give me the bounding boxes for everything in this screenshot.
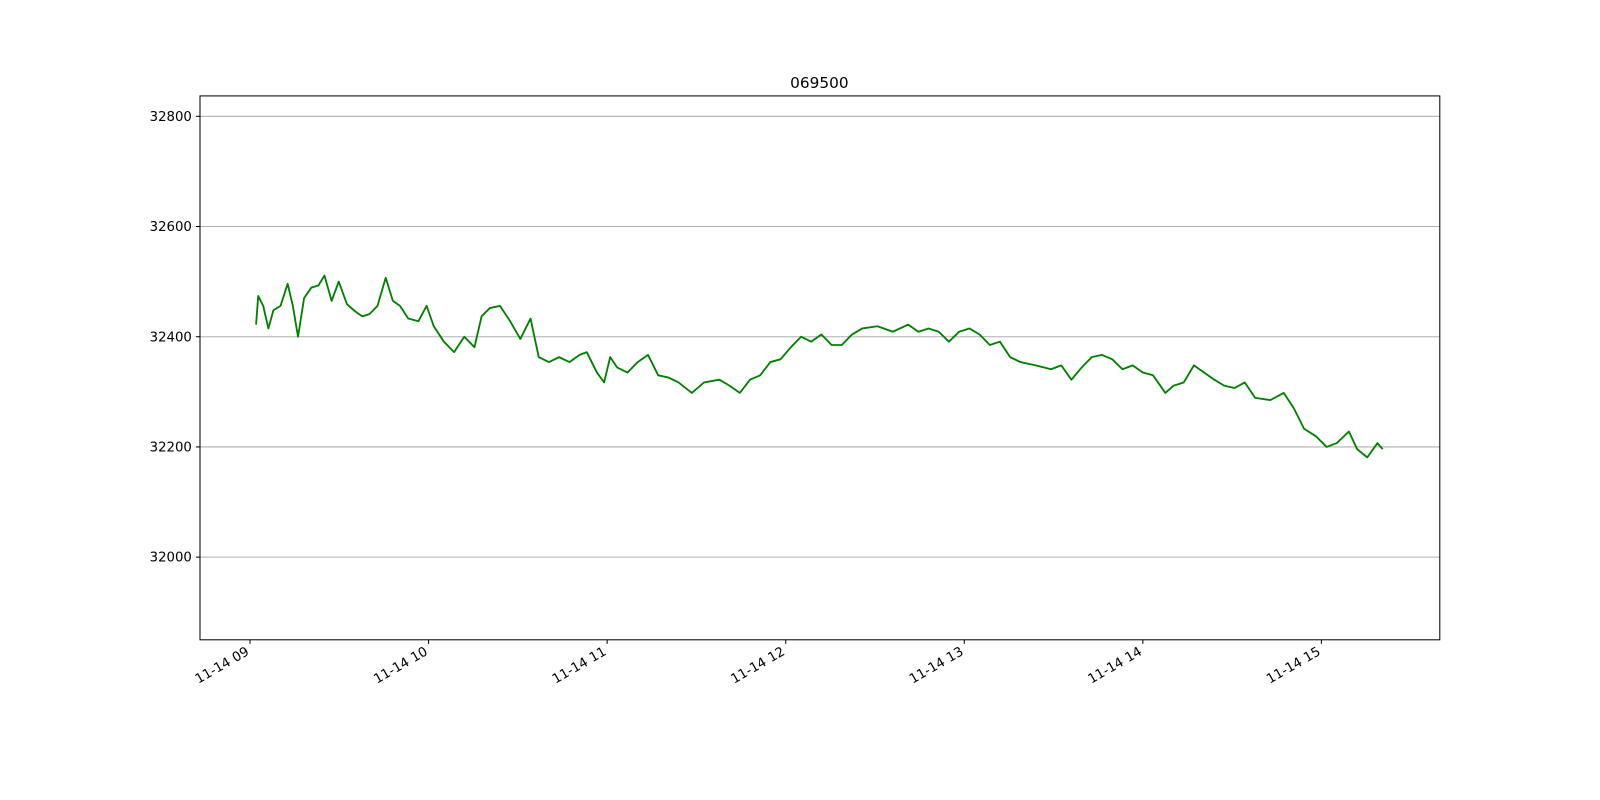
y-tick-label: 32600 [150,220,192,235]
data-line [255,274,1384,459]
y-tick-label: 32400 [150,330,192,345]
y-tick-label: 32000 [150,551,192,566]
y-tick-label: 32800 [150,110,192,125]
chart-title: 069500 [790,74,848,92]
plot-frame [199,95,1441,641]
y-tick-label: 32200 [150,441,192,456]
